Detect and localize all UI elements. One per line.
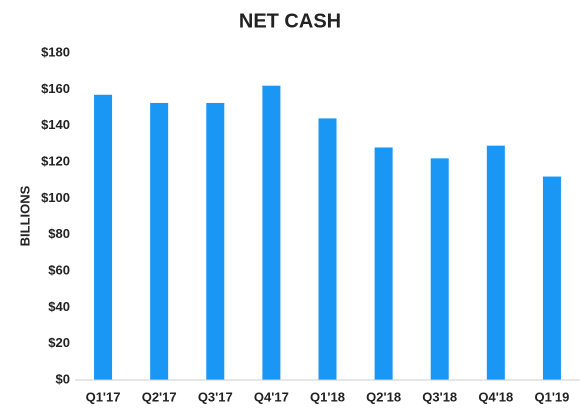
bar (486, 145, 505, 380)
y-axis-label: BILLIONS (17, 185, 32, 246)
x-tick-label: Q1'17 (86, 389, 121, 404)
bar (206, 102, 225, 380)
y-tick-label: $180 (41, 44, 70, 59)
chart-title: NET CASH (239, 10, 341, 32)
bar (542, 176, 561, 380)
x-tick-label: Q3'18 (422, 389, 457, 404)
bar (150, 102, 169, 380)
y-tick-label: $140 (41, 117, 70, 132)
x-tick-label: Q4'17 (254, 389, 289, 404)
x-tick-label: Q1'19 (534, 389, 569, 404)
x-tick-label: Q2'18 (366, 389, 401, 404)
x-tick-label: Q1'18 (310, 389, 345, 404)
y-tick-label: $160 (41, 81, 70, 96)
y-tick-label: $80 (48, 226, 70, 241)
bar (262, 85, 281, 380)
y-tick-label: $0 (56, 371, 70, 386)
y-tick-label: $20 (48, 335, 70, 350)
bar (318, 118, 337, 381)
y-tick-label: $60 (48, 262, 70, 277)
y-tick-label: $40 (48, 299, 70, 314)
y-tick-label: $100 (41, 190, 70, 205)
x-tick-label: Q4'18 (478, 389, 513, 404)
bar (430, 158, 449, 380)
y-tick-label: $120 (41, 153, 70, 168)
x-tick-label: Q2'17 (142, 389, 177, 404)
bar (94, 94, 113, 381)
bar (374, 147, 393, 380)
x-tick-label: Q3'17 (198, 389, 233, 404)
